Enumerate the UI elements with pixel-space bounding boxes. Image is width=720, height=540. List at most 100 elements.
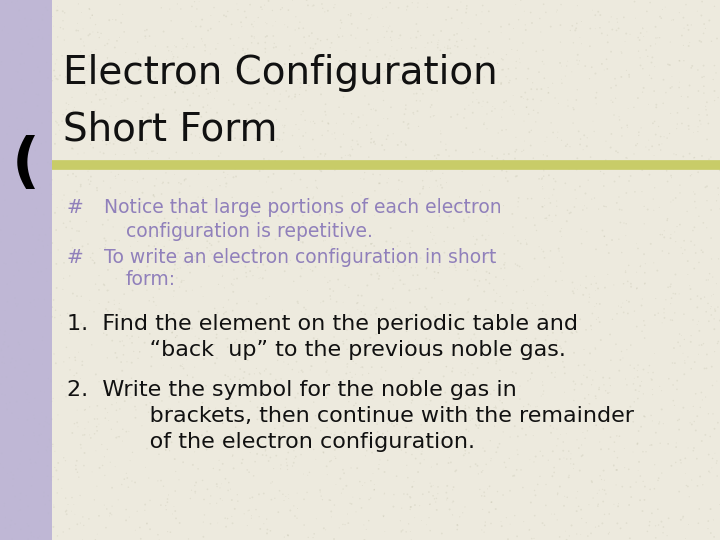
Point	[172, 248, 184, 257]
Point	[311, 51, 323, 59]
Point	[217, 261, 228, 270]
Point	[410, 44, 421, 52]
Text: Notice that large portions of each electron: Notice that large portions of each elect…	[104, 198, 502, 218]
Point	[0, 26, 8, 35]
Point	[418, 455, 430, 464]
Point	[573, 502, 585, 511]
Point	[647, 385, 658, 394]
Point	[93, 85, 104, 94]
Point	[412, 107, 423, 116]
Point	[512, 237, 523, 245]
Point	[562, 140, 573, 149]
Point	[52, 32, 63, 41]
Point	[167, 55, 179, 63]
Point	[251, 364, 262, 373]
Point	[583, 399, 595, 408]
Point	[158, 242, 170, 251]
Point	[200, 382, 212, 390]
Point	[652, 309, 664, 318]
Point	[106, 510, 117, 519]
Point	[227, 306, 238, 315]
Point	[491, 289, 503, 298]
Point	[530, 334, 541, 343]
Point	[307, 44, 319, 53]
Point	[448, 417, 459, 426]
Point	[476, 468, 487, 476]
Point	[560, 142, 572, 151]
Point	[549, 468, 560, 477]
Point	[75, 35, 86, 43]
Point	[115, 305, 127, 314]
Point	[495, 346, 506, 355]
Point	[534, 14, 546, 23]
Point	[142, 109, 153, 117]
Point	[632, 373, 644, 381]
Point	[60, 73, 71, 82]
Point	[96, 137, 108, 145]
Point	[44, 438, 55, 447]
Point	[503, 150, 515, 158]
Point	[194, 133, 206, 142]
Point	[330, 119, 342, 127]
Point	[143, 408, 154, 416]
Point	[47, 303, 58, 312]
Point	[500, 339, 512, 347]
Point	[314, 166, 325, 174]
Point	[173, 418, 184, 427]
Point	[382, 24, 394, 32]
Point	[239, 7, 251, 16]
Point	[161, 438, 173, 447]
Point	[651, 100, 662, 109]
Point	[611, 431, 623, 440]
Point	[197, 399, 208, 407]
Point	[163, 491, 174, 500]
Point	[526, 126, 537, 134]
Point	[471, 61, 482, 70]
Point	[613, 235, 625, 244]
Point	[495, 23, 507, 31]
Point	[451, 525, 463, 534]
Point	[361, 231, 372, 239]
Point	[117, 367, 128, 375]
Point	[382, 427, 393, 435]
Point	[354, 477, 366, 486]
Point	[308, 199, 320, 208]
Point	[6, 249, 17, 258]
Point	[479, 118, 490, 127]
Point	[629, 187, 641, 196]
Point	[344, 213, 356, 222]
Point	[304, 350, 315, 359]
Point	[41, 277, 53, 286]
Point	[292, 75, 303, 84]
Point	[464, 411, 476, 420]
Point	[268, 32, 279, 40]
Point	[209, 408, 220, 416]
Point	[342, 392, 354, 401]
Point	[467, 98, 478, 106]
Point	[356, 437, 367, 446]
Point	[621, 296, 632, 305]
Point	[428, 495, 440, 503]
Point	[593, 500, 604, 509]
Point	[682, 353, 693, 361]
Point	[670, 458, 681, 467]
Point	[4, 122, 15, 131]
Point	[461, 4, 472, 13]
Point	[197, 377, 209, 386]
Point	[175, 179, 186, 188]
Point	[129, 402, 140, 411]
Point	[214, 217, 225, 226]
Point	[516, 265, 528, 273]
Point	[120, 48, 132, 57]
Point	[270, 105, 282, 113]
Point	[49, 208, 60, 217]
Point	[433, 212, 445, 220]
Point	[688, 129, 699, 137]
Point	[365, 105, 377, 114]
Point	[5, 278, 17, 286]
Point	[210, 45, 222, 53]
Point	[498, 56, 509, 64]
Point	[436, 184, 448, 192]
Point	[477, 97, 489, 105]
Point	[386, 42, 397, 51]
